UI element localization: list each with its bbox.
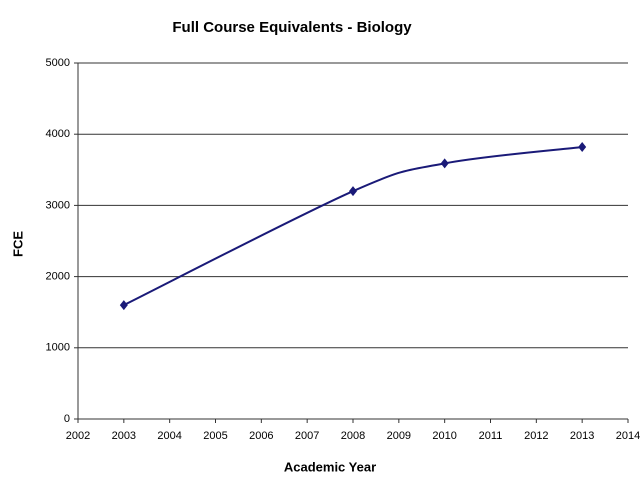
line-series	[123, 146, 583, 306]
x-tick-label: 2012	[524, 430, 548, 442]
x-tick-label: 2005	[203, 430, 227, 442]
x-axis-label: Academic Year	[284, 459, 376, 474]
y-tick-label: 4000	[46, 128, 70, 140]
x-tick-label: 2009	[387, 430, 411, 442]
point-marker	[578, 142, 587, 153]
x-tick-label: 2008	[341, 430, 365, 442]
y-tick-label: 3000	[46, 199, 70, 211]
y-tick-label: 2000	[46, 271, 70, 283]
y-tick-label: 5000	[46, 57, 70, 69]
y-tick-label: 1000	[46, 342, 70, 354]
x-tick-label: 2010	[432, 430, 456, 442]
x-tick-label: 2002	[66, 430, 90, 442]
chart-title: Full Course Equivalents - Biology	[172, 19, 412, 36]
x-tick-label: 2014	[616, 430, 640, 442]
x-tick-label: 2013	[570, 430, 594, 442]
point-marker	[440, 158, 449, 169]
x-tick-label: 2004	[157, 430, 181, 442]
point-marker	[119, 300, 128, 311]
x-tick-label: 2007	[295, 430, 319, 442]
y-tick-label: 0	[64, 413, 70, 425]
x-tick-label: 2003	[112, 430, 136, 442]
x-tick-label: 2011	[479, 430, 503, 442]
x-tick-label: 2006	[249, 430, 273, 442]
point-marker	[349, 186, 357, 197]
y-axis-label: FCE	[10, 231, 25, 257]
